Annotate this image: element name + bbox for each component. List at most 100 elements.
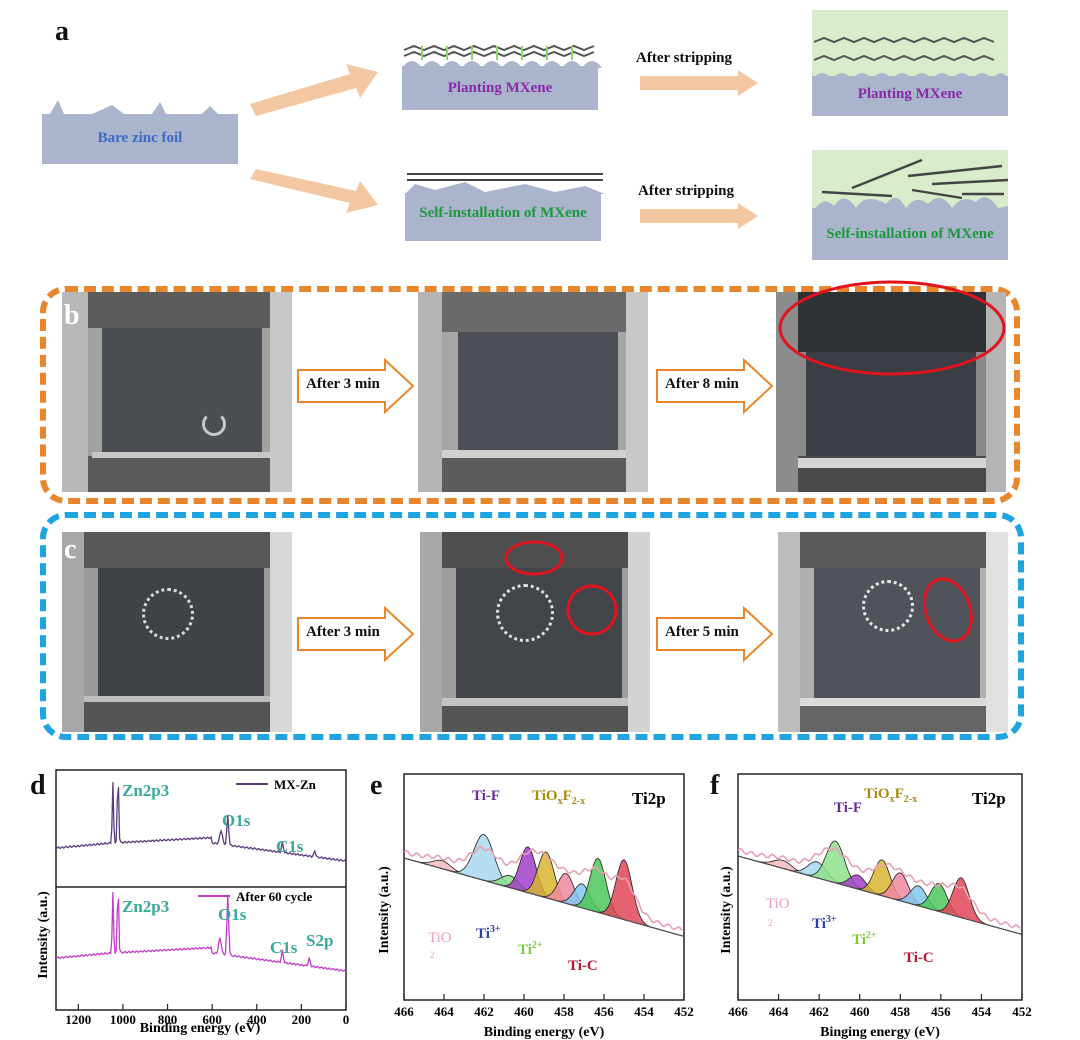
self-mxene-flakes-right bbox=[812, 158, 1008, 214]
peak-c1s-top: C1s bbox=[276, 837, 304, 856]
planting-mxene-layers-right bbox=[812, 36, 1008, 80]
highlight-ellipse-c3 bbox=[923, 577, 973, 643]
label-tio2-sub-f: 2 bbox=[768, 918, 773, 928]
label-tic-f: Ti-C bbox=[904, 950, 934, 966]
photo-c2 bbox=[420, 532, 650, 732]
after-stripping-arrow-top bbox=[640, 70, 758, 96]
f-tick-label: 456 bbox=[931, 1004, 951, 1019]
label-tio2-e: TiO bbox=[428, 930, 452, 946]
e-tick-label: 466 bbox=[394, 1004, 414, 1019]
self-label-left: Self-installation of MXene bbox=[419, 205, 587, 221]
planting-zinc-right: Planting MXene bbox=[812, 76, 1008, 116]
panel-f-chart: Intensity (a.u.) 466 464 462 460 458 456 454 45… bbox=[719, 773, 1032, 1040]
envelope-e bbox=[403, 845, 683, 931]
e-tick-label: 458 bbox=[554, 1004, 574, 1019]
f-tick-label: 460 bbox=[850, 1004, 870, 1019]
label-tif-f: Ti-F bbox=[834, 800, 862, 816]
series-after60 bbox=[55, 892, 347, 972]
e-tick-label: 452 bbox=[674, 1004, 694, 1019]
e-tick-label: 462 bbox=[474, 1004, 494, 1019]
d-tick-label: 1000 bbox=[110, 1012, 136, 1027]
e-tick-label: 456 bbox=[594, 1004, 614, 1019]
split-arrow-up bbox=[250, 64, 378, 116]
panel-e-label: e bbox=[370, 770, 383, 801]
arrow-b1 bbox=[297, 358, 415, 414]
series-mxzn bbox=[55, 782, 347, 862]
planting-label-right: Planting MXene bbox=[857, 86, 963, 102]
f-baseline bbox=[737, 855, 1023, 935]
self-zinc-left: Self-installation of MXene bbox=[405, 193, 601, 241]
self-mxene-layers-left bbox=[405, 173, 605, 194]
bare-zinc-spikes bbox=[50, 100, 218, 114]
planting-zinc-left: Planting MXene bbox=[402, 66, 598, 110]
panel-d-label: d bbox=[30, 770, 46, 801]
planting-electrolyte-right bbox=[812, 10, 1008, 76]
peak-zn2p3-bot: Zn2p3 bbox=[122, 897, 169, 916]
e-tick-label: 460 bbox=[514, 1004, 534, 1019]
bare-zinc-block: Bare zinc foil bbox=[42, 114, 238, 164]
envelope-f bbox=[737, 846, 1021, 929]
d-tick-label: 400 bbox=[247, 1012, 267, 1027]
f-tick-label: 464 bbox=[769, 1004, 789, 1019]
photo-c1 bbox=[62, 532, 292, 732]
panel-e-xlabel: Binding energy (eV) bbox=[484, 1025, 605, 1040]
arrow-c2 bbox=[656, 606, 774, 662]
legend-mxzn: MX-Zn bbox=[274, 777, 317, 792]
panel-d-chart: Intensity (a.u.) 1200 1000 800 600 400 200 0 B… bbox=[36, 769, 350, 1036]
panel-b-label: b bbox=[64, 300, 80, 331]
label-ti3-e: Ti3+ bbox=[476, 924, 501, 942]
f-tick-label: 466 bbox=[728, 1004, 748, 1019]
e-tick-label: 454 bbox=[634, 1004, 654, 1019]
highlight-ellipse-b3 bbox=[778, 280, 1006, 376]
panel-e-title: Ti2p bbox=[632, 789, 666, 808]
planting-mxene-layers-left bbox=[402, 44, 602, 68]
label-ti2-e: Ti2+ bbox=[518, 940, 543, 958]
legend-after60: After 60 cycle bbox=[236, 889, 313, 904]
panel-f-xlabel: Binging energy (eV) bbox=[820, 1025, 940, 1040]
panel-f-ylabel: Intensity (a.u.) bbox=[719, 866, 734, 954]
photo-b2 bbox=[418, 292, 648, 492]
f-tick-label: 452 bbox=[1012, 1004, 1032, 1019]
label-tio2-f: TiO bbox=[766, 896, 790, 912]
panel-f-label: f bbox=[710, 770, 720, 801]
e-tick-label: 464 bbox=[434, 1004, 454, 1019]
label-tic-e: Ti-C bbox=[568, 958, 598, 974]
after-stripping-arrow-bottom bbox=[640, 203, 758, 229]
panel-e-chart: Intensity (a.u.) 466 464 462 460 458 456 454 45… bbox=[377, 773, 694, 1040]
highlight-ellipse-c2a bbox=[504, 540, 564, 576]
panel-e-ylabel: Intensity (a.u.) bbox=[377, 866, 392, 954]
f-tick-label: 462 bbox=[809, 1004, 829, 1019]
peak-c1s-bot: C1s bbox=[270, 938, 298, 957]
arrow-c2-label: After 5 min bbox=[665, 624, 739, 640]
photo-b1 bbox=[62, 292, 292, 492]
panel-a-label: a bbox=[55, 16, 69, 47]
planting-label-left: Planting MXene bbox=[447, 80, 553, 96]
panel-f-title: Ti2p bbox=[972, 789, 1006, 808]
peak-s2p-bot: S2p bbox=[306, 931, 333, 950]
label-tio2-sub-e: 2 bbox=[430, 950, 435, 960]
arrow-c1 bbox=[297, 606, 415, 662]
label-tioxf-f: TiOxF2-x bbox=[864, 786, 917, 805]
f-tick-label: 458 bbox=[891, 1004, 911, 1019]
after-stripping-label-top: After stripping bbox=[636, 50, 732, 66]
photo-b3 bbox=[776, 292, 1006, 492]
arrow-b1-label: After 3 min bbox=[306, 376, 380, 392]
arrow-c1-label: After 3 min bbox=[306, 624, 380, 640]
panel-d-xlabel: Binding energy (eV) bbox=[140, 1021, 261, 1036]
after-stripping-label-bottom: After stripping bbox=[638, 183, 734, 199]
label-ti3-f: Ti3+ bbox=[812, 914, 837, 932]
split-arrow-down bbox=[250, 169, 378, 213]
peak-o1s-top: O1s bbox=[222, 811, 251, 830]
panel-b-frame bbox=[40, 286, 1020, 504]
bare-zinc-label: Bare zinc foil bbox=[97, 130, 183, 146]
panel-d-ylabel: Intensity (a.u.) bbox=[36, 891, 51, 979]
d-tick-label: 1200 bbox=[65, 1012, 91, 1027]
arrow-b2-label: After 8 min bbox=[665, 376, 739, 392]
arrow-b2 bbox=[656, 358, 774, 414]
d-tick-label: 200 bbox=[292, 1012, 312, 1027]
f-tick-label: 454 bbox=[972, 1004, 992, 1019]
d-tick-label: 600 bbox=[202, 1012, 222, 1027]
self-label-right: Self-installation of MXene bbox=[826, 226, 994, 242]
d-tick-label: 0 bbox=[343, 1012, 350, 1027]
peak-zn2p3-top: Zn2p3 bbox=[122, 781, 169, 800]
